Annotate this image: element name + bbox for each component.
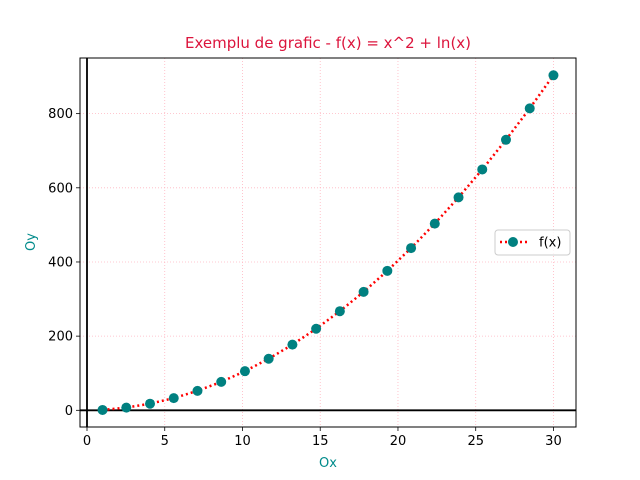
x-tick-label: 10 (234, 434, 251, 449)
y-tick-label: 400 (48, 255, 73, 270)
legend-marker-swatch (508, 237, 518, 247)
data-point (548, 70, 559, 81)
y-tick-label: 800 (48, 107, 73, 122)
y-axis-label: Oy (24, 233, 39, 251)
legend-box (494, 229, 571, 256)
data-point (500, 134, 511, 145)
data-point (429, 218, 440, 229)
x-tick-label: 25 (467, 434, 484, 449)
data-point (216, 376, 227, 387)
series-f-x (97, 70, 559, 415)
y-tick-label: 0 (65, 404, 73, 419)
data-point (239, 366, 250, 377)
data-point (406, 243, 417, 254)
x-tick-label: 5 (161, 434, 169, 449)
legend-label: f(x) (539, 236, 561, 251)
data-point (168, 393, 179, 404)
x-axis-ticks: 0 5 10 15 20 25 30 (83, 427, 562, 449)
chart-title: Exemplu de grafic - f(x) = x^2 + ln(x) (185, 34, 471, 52)
data-point (334, 306, 345, 317)
x-tick-label: 15 (312, 434, 329, 449)
y-tick-label: 200 (48, 330, 73, 345)
legend: f(x) (494, 229, 571, 256)
data-point (121, 402, 132, 413)
x-tick-label: 20 (390, 434, 407, 449)
data-point (524, 103, 535, 114)
data-point (192, 385, 203, 396)
data-point (477, 164, 488, 175)
plot-frame (79, 57, 577, 428)
data-point (382, 265, 393, 276)
series-line (102, 74, 555, 412)
data-point (358, 286, 369, 297)
data-point (263, 353, 274, 364)
x-axis-label: Ox (319, 456, 337, 471)
y-axis-ticks: 0 200 400 600 800 (48, 107, 80, 419)
data-point (311, 323, 322, 334)
data-point (453, 192, 464, 203)
x-tick-label: 30 (545, 434, 562, 449)
data-point (145, 398, 156, 409)
data-point (287, 339, 298, 350)
x-tick-label: 0 (83, 434, 91, 449)
data-point (97, 404, 108, 415)
y-tick-label: 600 (48, 181, 73, 196)
zero-lines (80, 58, 576, 427)
